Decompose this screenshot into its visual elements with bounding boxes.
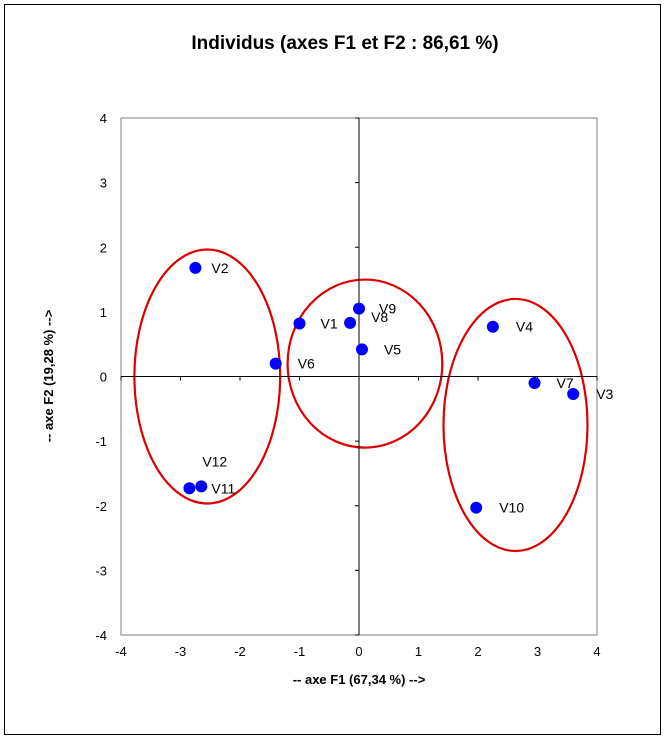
x-tick-label: -1 <box>294 644 306 659</box>
data-points <box>183 261 580 514</box>
data-point-v6 <box>269 357 282 370</box>
y-tick-label: 4 <box>100 111 107 126</box>
x-tick-label: -2 <box>234 644 246 659</box>
data-point-v4 <box>486 320 499 333</box>
data-point-v1 <box>293 317 306 330</box>
point-label-v1: V1 <box>321 316 338 332</box>
group-ellipse-2 <box>286 278 444 449</box>
data-point-v11 <box>183 482 196 495</box>
y-tick-labels: 4 3 2 1 0 -1 -2 -3 -4 <box>95 111 107 643</box>
x-tick-label: -4 <box>115 644 127 659</box>
y-tick-label: -1 <box>95 434 107 449</box>
y-tick-label: 2 <box>100 240 107 255</box>
data-point-v10 <box>470 501 483 514</box>
point-label-v3: V3 <box>596 386 613 402</box>
point-label-v9: V9 <box>379 301 396 317</box>
y-tick-label: 1 <box>100 305 107 320</box>
point-label-v4: V4 <box>516 319 533 335</box>
x-tick-label: 3 <box>534 644 541 659</box>
y-tick-label: 3 <box>100 176 107 191</box>
x-tick-label: 2 <box>474 644 481 659</box>
data-point-v12 <box>195 480 208 493</box>
data-point-v3 <box>567 387 580 400</box>
point-label-v6: V6 <box>298 356 315 372</box>
point-label-v8: V8 <box>371 309 388 325</box>
y-tick-label: -4 <box>95 628 107 643</box>
data-point-v2 <box>189 261 202 274</box>
x-tick-label: -3 <box>175 644 187 659</box>
data-point-v9 <box>353 302 365 315</box>
point-label-v10: V10 <box>499 500 524 516</box>
point-label-v2: V2 <box>211 260 228 276</box>
y-tick-label: -2 <box>95 499 107 514</box>
point-label-v11: V11 <box>211 480 235 496</box>
x-axis-title: -- axe F1 (67,34 %) --> <box>293 672 426 687</box>
point-label-v12: V12 <box>202 453 227 469</box>
x-tick-label: 4 <box>593 644 600 659</box>
point-label-v5: V5 <box>384 341 401 357</box>
axes <box>120 117 598 636</box>
x-tick-labels: -4 -3 -2 -1 0 1 2 3 4 <box>115 644 600 659</box>
data-point-v7 <box>528 376 541 389</box>
y-tick-label: 0 <box>100 370 107 385</box>
group-ellipse-3 <box>442 297 589 553</box>
x-tick-label: 0 <box>355 644 362 659</box>
chart-title: Individus (axes F1 et F2 : 86,61 %) <box>191 33 498 54</box>
x-tick-label: 1 <box>415 644 422 659</box>
y-axis-title: -- axe F2 (19,28 %) --> <box>41 309 56 442</box>
data-point-v8 <box>344 316 357 329</box>
data-point-v5 <box>355 343 368 356</box>
y-tick-label: -3 <box>95 563 107 578</box>
point-label-v7: V7 <box>557 375 574 391</box>
